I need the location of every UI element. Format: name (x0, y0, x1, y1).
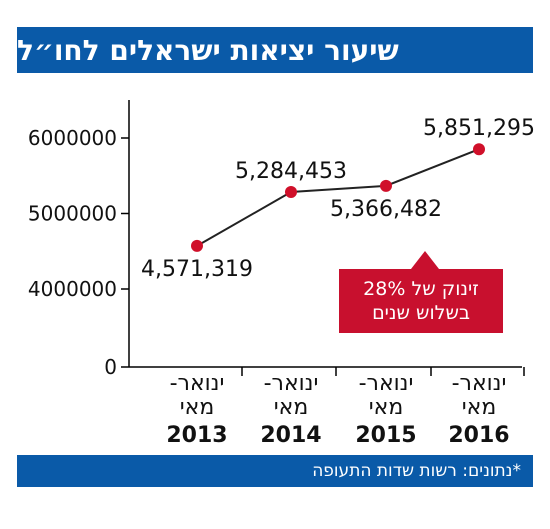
series-line (196, 148, 480, 247)
y-tick-label: 6000000 (28, 126, 117, 150)
chart-axes (128, 100, 522, 368)
y-tick-label: 0 (104, 355, 117, 379)
x-category-line2: מאי (462, 395, 497, 420)
source-bar: *נתונים: רשות שדות התעופה (17, 455, 533, 487)
y-tick-label: 4000000 (28, 277, 117, 301)
data-label: 5,284,453 (235, 159, 347, 184)
x-category-line1: ינואר- (452, 371, 507, 396)
y-tick-label: 5000000 (28, 202, 117, 226)
data-label: 5,851,295 (423, 116, 535, 141)
x-category-year: 2016 (448, 423, 509, 448)
data-points (191, 143, 485, 252)
x-category-line2: מאי (274, 395, 309, 420)
data-point (191, 239, 203, 252)
series-line-group (196, 148, 480, 247)
x-category-line1: ינואר- (170, 371, 225, 396)
x-category-line1: ינואר- (359, 371, 414, 396)
x-category-year: 2014 (260, 423, 321, 448)
data-label: 5,366,482 (330, 197, 442, 222)
x-axis-categories: ינואר-מאי2013ינואר-מאי2014ינואר-מאי2015י… (166, 367, 525, 448)
callout-line-1: זינוק של 28% (363, 278, 479, 300)
callout-line-2: בשלוש שנים (372, 302, 470, 324)
data-labels: 4,571,319 5,284,453 5,366,482 5,851,295 (141, 116, 535, 282)
data-point (380, 179, 392, 192)
x-category-year: 2015 (355, 423, 416, 448)
data-point (285, 186, 297, 199)
source-note: *נתונים: רשות שדות התעופה (312, 461, 521, 481)
x-category-year: 2013 (166, 423, 227, 448)
chart-title-bar: שיעור יציאות ישראלים לחו״ל (17, 27, 533, 73)
data-point (473, 143, 485, 156)
growth-callout: זינוק של 28% בשלוש שנים (339, 251, 503, 333)
chart-title: שיעור יציאות ישראלים לחו״ל (17, 33, 399, 67)
y-axis-ticks: 0 4000000 5000000 6000000 (28, 126, 129, 379)
x-category-line2: מאי (369, 395, 404, 420)
data-label: 4,571,319 (141, 257, 253, 282)
x-category-line1: ינואר- (264, 371, 319, 396)
x-category-line2: מאי (180, 395, 215, 420)
